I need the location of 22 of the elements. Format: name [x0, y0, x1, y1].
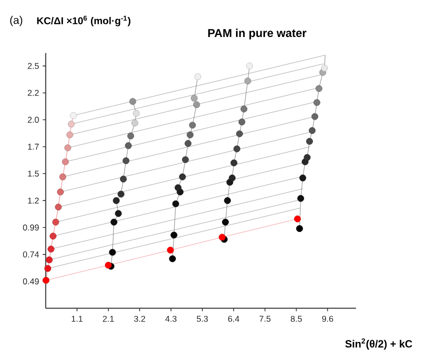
- x-tick-label: 3.2: [134, 316, 146, 322]
- chart-title: PAM in pure water: [208, 28, 306, 40]
- y-tick-label: 0.49: [23, 278, 39, 284]
- y-tick-label: 1.7: [28, 144, 39, 150]
- x-tick-label: 4.3: [165, 316, 177, 322]
- x-tick-label: 5.3: [196, 316, 208, 322]
- y-tick-label: 1.2: [28, 198, 39, 204]
- x-tick-label: 2.1: [102, 316, 114, 322]
- x-tick-label: 6.4: [228, 316, 240, 322]
- y-tick-label: 0.74: [23, 251, 39, 258]
- y-tick-label: 2.2: [28, 90, 39, 96]
- x-tick-label: 1.1: [72, 316, 82, 322]
- x-tick-label: 9.6: [322, 316, 334, 322]
- y-tick-label: 1.5: [28, 170, 39, 177]
- text: (a): [10, 16, 22, 26]
- x-tick-label: 7.5: [260, 316, 271, 322]
- y-axis-title: KC/ΔI ×10$^{6}$ (mol·g$^{-1}$): [37, 16, 130, 26]
- y-tick-label: 2.0: [28, 116, 39, 123]
- y-tick-label: 2.5: [28, 62, 39, 69]
- x-tick-label: 8.5: [290, 316, 302, 322]
- x-axis-title: Sin$^{2}$(θ/2) + kC: [345, 338, 412, 350]
- y-tick-label: 0.99: [23, 224, 39, 230]
